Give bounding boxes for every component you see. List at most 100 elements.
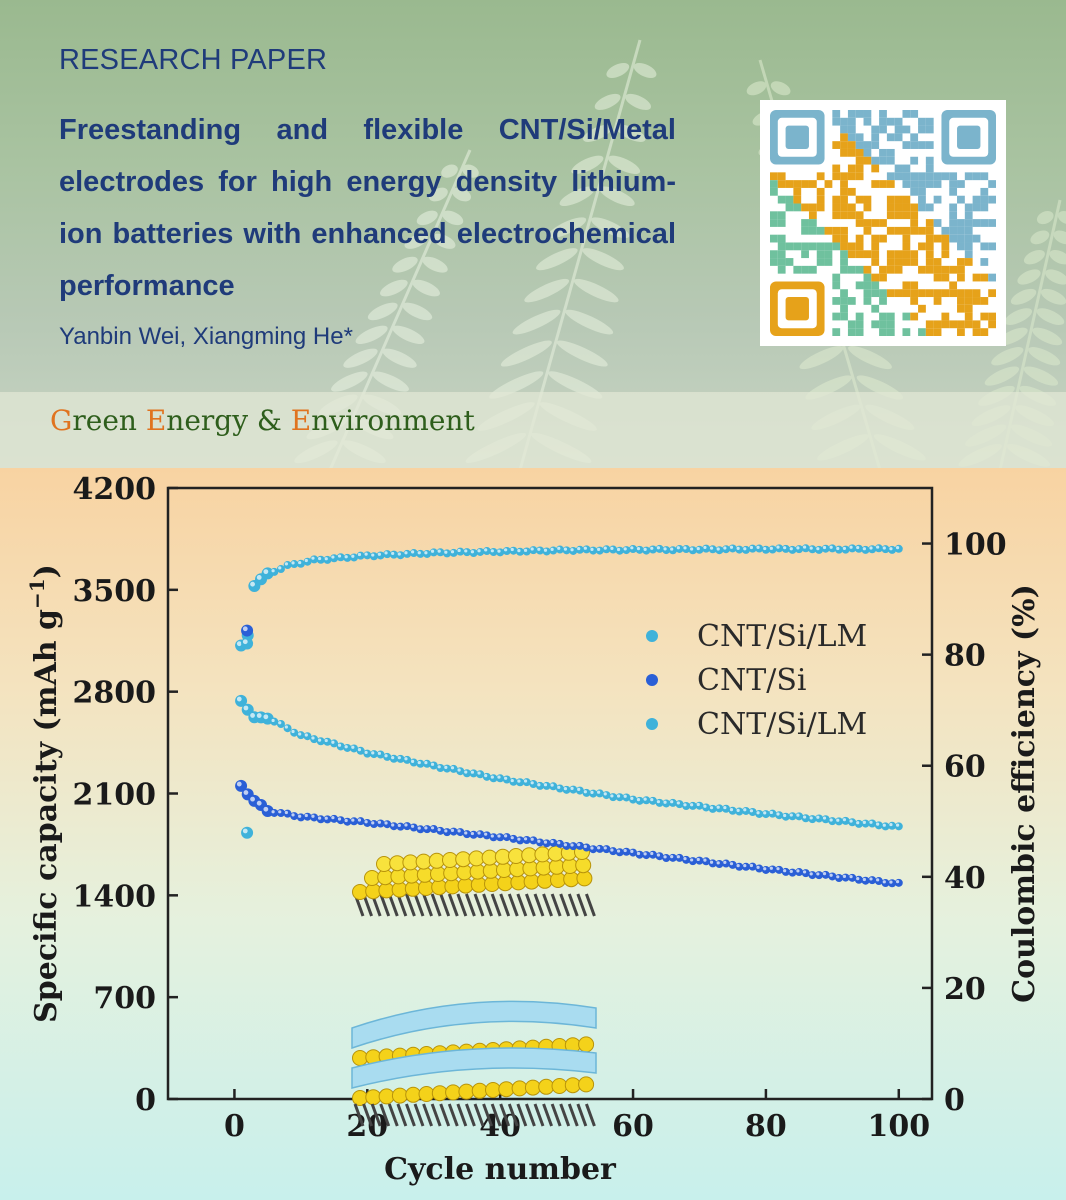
- si-particle: [352, 1090, 368, 1106]
- point-series-2: [509, 777, 518, 786]
- point-series-1: [622, 847, 631, 856]
- point-series-2: [655, 798, 664, 807]
- point-series-1: [629, 848, 638, 857]
- chart-legend: CNT/Si/LM CNT/Si CNT/Si/LM: [646, 619, 867, 742]
- y-tick-label: 0: [135, 1083, 156, 1118]
- point-series-1: [310, 813, 319, 822]
- point-series-0: [270, 567, 279, 576]
- point-series-2: [821, 815, 830, 824]
- point-series-2: [489, 774, 498, 783]
- cnt-fiber: [507, 1103, 519, 1127]
- point-series-1: [668, 853, 677, 862]
- point-series-2: [449, 764, 458, 773]
- point-series-1: [235, 779, 248, 792]
- point-series-2: [283, 724, 292, 733]
- si-particle: [564, 1077, 581, 1094]
- cnt-fiber: [559, 893, 571, 917]
- point-series-0: [536, 546, 545, 555]
- point-series-2: [708, 804, 717, 813]
- point-series-1: [562, 841, 571, 850]
- point-series-0: [383, 550, 392, 559]
- cnt-fiber: [447, 1103, 459, 1127]
- point-series-0: [781, 544, 790, 553]
- point-series-2: [848, 818, 857, 827]
- point-series-1: [708, 859, 717, 868]
- point-series-1: [801, 869, 810, 878]
- point-series-0: [682, 545, 691, 554]
- si-particle: [458, 1083, 475, 1100]
- point-series-1: [469, 830, 478, 839]
- point-series-0: [522, 547, 531, 556]
- point-series-2: [894, 822, 903, 831]
- cnt-fiber: [465, 1103, 476, 1127]
- point-series-0: [775, 544, 784, 553]
- point-series-1: [609, 847, 618, 856]
- point-series-0: [815, 545, 824, 554]
- x-tick-label: 40: [479, 1109, 521, 1144]
- first-cycle-point: [241, 826, 254, 839]
- cnt-fiber: [550, 1103, 562, 1127]
- point-series-1: [323, 815, 332, 824]
- point-series-1: [662, 854, 671, 863]
- point-series-2: [376, 750, 385, 759]
- y2-tick-label: 20: [944, 972, 986, 1007]
- point-series-1: [516, 836, 525, 845]
- point-series-1: [303, 812, 312, 821]
- point-series-1: [582, 843, 591, 852]
- point-series-1: [456, 828, 465, 837]
- point-series-1: [874, 877, 883, 886]
- point-series-0: [350, 553, 359, 562]
- cnt-fiber: [422, 893, 433, 917]
- cnt-fiber: [516, 893, 528, 917]
- point-series-2: [828, 817, 837, 826]
- electrode-insets: [351, 844, 597, 1127]
- cnt-fiber: [473, 1103, 485, 1127]
- point-series-2: [715, 804, 724, 813]
- journal-initial-g: G: [50, 404, 73, 437]
- point-series-2: [775, 811, 784, 820]
- point-series-0: [403, 549, 412, 558]
- point-series-0: [296, 559, 305, 568]
- point-series-2: [722, 804, 731, 813]
- cnt-fiber: [559, 1103, 571, 1127]
- point-series-0: [482, 547, 491, 556]
- legend-marker: [646, 674, 658, 686]
- point-series-1: [363, 818, 372, 827]
- point-series-0: [708, 545, 717, 554]
- point-series-0: [615, 546, 624, 555]
- point-series-2: [801, 814, 810, 823]
- point-series-0: [549, 546, 558, 555]
- journal-band: [0, 392, 1066, 468]
- point-series-0: [316, 555, 325, 564]
- point-series-1: [821, 870, 830, 879]
- cnt-fiber: [396, 1103, 408, 1127]
- point-series-0: [642, 546, 651, 555]
- point-series-0: [695, 545, 704, 554]
- point-series-1: [343, 817, 352, 826]
- cnt-fiber: [447, 893, 459, 917]
- first-cycle-point: [241, 624, 254, 637]
- point-series-0: [788, 545, 797, 554]
- point-series-0: [761, 545, 770, 554]
- point-series-2: [403, 755, 412, 764]
- point-series-2: [443, 764, 452, 773]
- point-series-0: [741, 545, 750, 554]
- cnt-fiber: [430, 1103, 442, 1127]
- point-series-0: [881, 545, 890, 554]
- point-series-2: [290, 728, 299, 737]
- qr-code-icon[interactable]: [760, 100, 1006, 346]
- point-series-0: [702, 544, 711, 553]
- point-series-1: [841, 873, 850, 882]
- point-series-1: [761, 865, 770, 874]
- point-series-0: [888, 545, 897, 554]
- point-series-2: [575, 786, 584, 795]
- paper-header: RESEARCH PAPER Freestanding and flexible…: [0, 0, 1066, 468]
- point-series-2: [343, 743, 352, 752]
- point-series-2: [815, 814, 824, 823]
- legend-label: CNT/Si/LM: [697, 619, 867, 654]
- paper-title: Freestanding and flexible CNT/Si/Metal e…: [59, 114, 676, 302]
- point-series-0: [283, 561, 292, 570]
- si-particle: [431, 1085, 448, 1102]
- point-series-0: [449, 548, 458, 557]
- si-particle: [471, 1082, 488, 1099]
